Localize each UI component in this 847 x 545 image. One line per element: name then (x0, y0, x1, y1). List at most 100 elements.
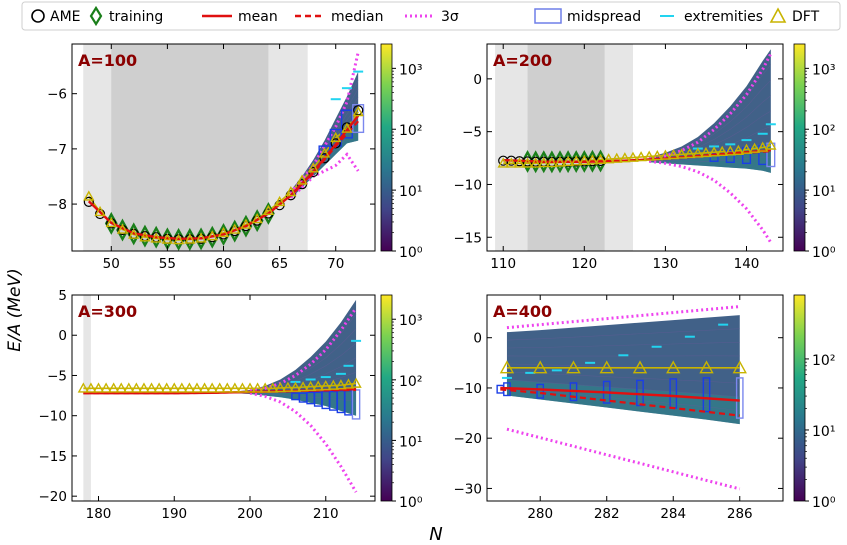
colorbar-tick-label: 10⁰ (812, 495, 836, 511)
x-tick-label: 282 (594, 506, 620, 522)
density-streak (506, 328, 740, 341)
x-tick-label: 65 (271, 256, 288, 272)
dft-point (611, 152, 623, 163)
dft-point (594, 153, 607, 164)
dft-point (206, 230, 218, 241)
dft-point (262, 204, 275, 216)
colorbar-tick-label: 10² (399, 123, 422, 139)
dft-point (666, 360, 681, 374)
dft-point (732, 360, 747, 374)
dft-point (700, 146, 712, 158)
y-tick-label: −10 (454, 381, 483, 397)
dft-point (176, 382, 188, 393)
dft-point (289, 381, 302, 392)
dft-point (304, 380, 317, 392)
dft-point (183, 382, 196, 393)
y-tick-label: −6 (47, 87, 67, 103)
x-tick-label: 280 (527, 506, 553, 522)
dft-point (320, 379, 332, 391)
dft-point (619, 152, 631, 163)
midspread-box (702, 377, 711, 413)
legend-item-ame: AME (31, 9, 81, 25)
dft-point (748, 142, 761, 153)
dft-point (318, 147, 331, 158)
sigma-lower-line (506, 427, 741, 491)
dft-point (229, 382, 241, 393)
dft-point (267, 382, 279, 393)
dft-point (692, 147, 704, 158)
dft-point (251, 213, 263, 224)
dft-point (505, 157, 518, 168)
dft-point (635, 151, 647, 162)
dft-point (206, 382, 218, 393)
ame-point (240, 221, 252, 232)
dft-point (513, 157, 526, 168)
dft-point (533, 360, 548, 374)
legend-item-sigma3: 3σ (405, 9, 459, 25)
dft-point (724, 145, 736, 156)
x-tick-label: 55 (159, 256, 176, 272)
dft-point (740, 143, 753, 154)
colorbar-tick-label: 10³ (399, 62, 422, 78)
density-streak (649, 64, 772, 158)
dft-point (221, 382, 233, 393)
axes-frame (486, 43, 784, 252)
dft-point (327, 379, 340, 390)
y-tick-label: −5 (47, 368, 67, 384)
x-tick-label: 190 (161, 506, 187, 522)
legend-item-training: training (89, 5, 163, 27)
axes-frame (71, 294, 376, 502)
ame-point (83, 196, 94, 207)
colorbar-tick-label: 10⁰ (399, 495, 423, 511)
dft-point (130, 382, 143, 393)
dft-point (172, 234, 185, 245)
x-tick-label: 200 (237, 506, 263, 522)
density-streak (506, 387, 740, 411)
legend: AME training mean median 3σ midspread extremit… (21, 1, 841, 31)
midspread-box (735, 377, 744, 419)
dft-point (546, 156, 558, 168)
legend-label-dft: DFT (792, 9, 820, 25)
y-tick-label: −7 (47, 142, 67, 158)
y-tick-label: −10 (454, 177, 483, 193)
dft-point (145, 382, 158, 393)
dft-point (92, 382, 105, 393)
dft-point (350, 377, 362, 388)
ame-point (330, 138, 341, 149)
x-tick-label: 140 (734, 256, 760, 272)
density-band-dense (234, 386, 357, 416)
dft-line (83, 382, 357, 390)
dft-point (330, 131, 342, 143)
y-tick-label: 0 (58, 328, 67, 344)
x-tick-label: 210 (313, 506, 339, 522)
dft-point (100, 382, 112, 393)
x-tick-label: 120 (571, 256, 597, 272)
dft-point (599, 360, 614, 374)
dft-point (161, 233, 174, 244)
dft-point (191, 382, 203, 393)
colorbar (380, 43, 393, 252)
y-tick-label: 5 (58, 288, 67, 304)
dft-point (153, 382, 165, 393)
midspread-box (536, 383, 545, 399)
legend-label-mean: mean (238, 9, 278, 25)
dft-point (116, 223, 129, 234)
dft-point (521, 157, 534, 168)
dft-point (342, 378, 355, 389)
colorbar (793, 294, 806, 502)
y-axis-title: E/A (MeV) (5, 268, 25, 352)
colorbar-tick-label: 10¹ (399, 434, 422, 450)
dft-point (757, 141, 769, 152)
density-streak (506, 371, 740, 384)
dft-point (659, 149, 672, 160)
colorbar-tick-label: 10³ (812, 62, 835, 78)
y-tick-label: 0 (473, 331, 482, 347)
colorbar-tick-label: 10³ (399, 313, 422, 329)
dft-point (651, 150, 663, 161)
legend-item-extremities: extremities (660, 9, 763, 25)
x-tick-label: 284 (660, 506, 686, 522)
dft-point (667, 148, 680, 160)
x-tick-label: 286 (727, 506, 753, 522)
legend-ame-marker (31, 9, 45, 23)
